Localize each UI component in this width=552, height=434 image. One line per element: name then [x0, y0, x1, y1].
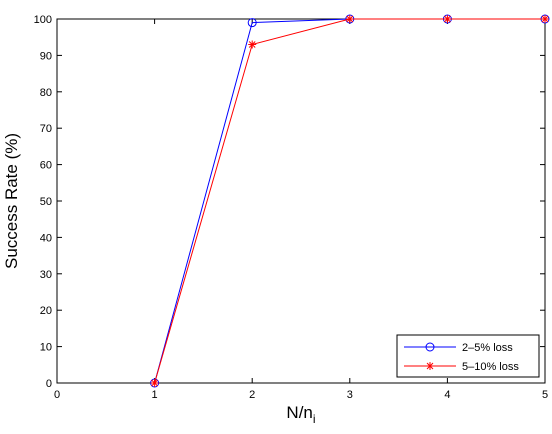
x-tick-label: 2 [249, 389, 255, 401]
y-axis-title: Success Rate (%) [2, 133, 21, 269]
series-2-point [345, 15, 354, 23]
series-2-point [541, 15, 549, 23]
y-tick-label: 40 [40, 232, 52, 244]
legend-box [396, 334, 540, 378]
legend-label-series-2: 5–10% loss [462, 361, 519, 373]
y-tick-label: 50 [40, 196, 52, 208]
y-tick-label: 20 [40, 305, 52, 317]
y-tick-label: 90 [40, 50, 52, 62]
y-tick-label: 80 [40, 87, 52, 99]
legend-marker-series-1 [425, 342, 435, 352]
x-tick-label: 1 [152, 389, 158, 401]
x-tick-label: 4 [444, 389, 450, 401]
plot-area [56, 18, 546, 384]
y-tick-label: 30 [40, 269, 52, 281]
y-tick-label: 10 [40, 342, 52, 354]
legend-marker-series-2 [426, 362, 434, 370]
legend: 2–5% loss 5–10% loss [396, 334, 540, 378]
x-axis-title-main: N/n [286, 403, 312, 422]
series-2-point [248, 40, 257, 49]
x-axis-title-subscript: i [313, 412, 316, 426]
y-tick-label: 70 [40, 123, 52, 135]
y-tick-label: 60 [40, 160, 52, 172]
x-axis-title: N/ni [286, 403, 315, 426]
series-2-point [150, 379, 159, 387]
y-tick-label: 100 [34, 14, 52, 26]
series-1-point [247, 18, 257, 28]
legend-label-series-1: 2–5% loss [462, 342, 513, 354]
series-layer [150, 14, 550, 388]
x-tick-label: 5 [542, 389, 548, 401]
x-tick-label: 3 [347, 389, 353, 401]
y-tick-label: 0 [46, 378, 52, 390]
x-tick-label: 0 [54, 389, 60, 401]
series-2-point [443, 15, 452, 23]
